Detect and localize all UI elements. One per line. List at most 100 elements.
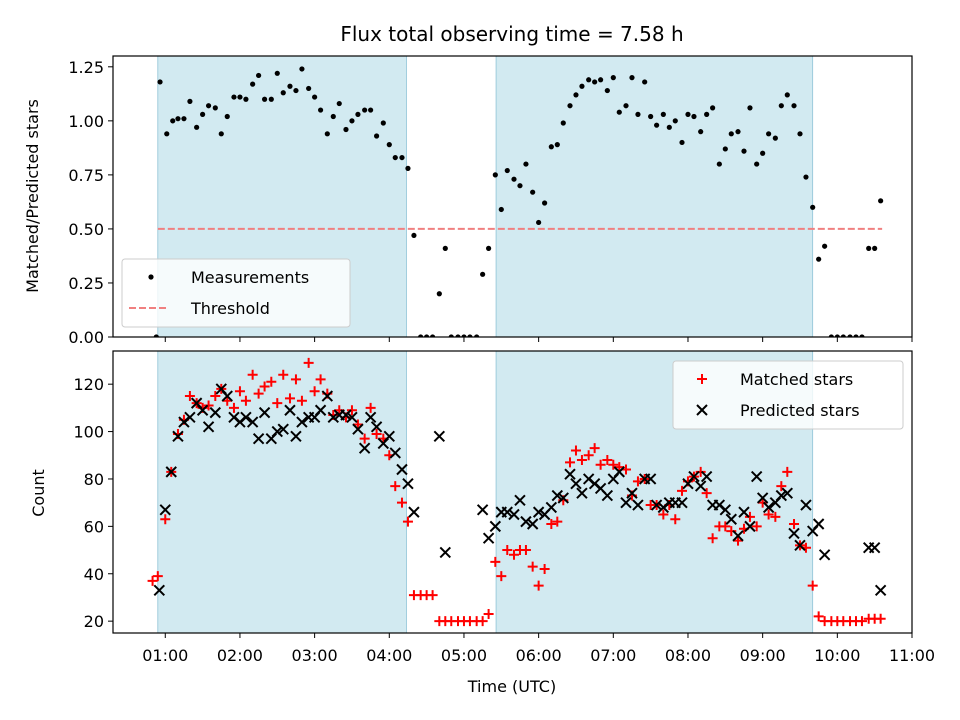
matched-stars-point (309, 386, 320, 397)
measurements-point (834, 334, 840, 337)
predicted-stars-point (694, 480, 707, 492)
predicted-stars-point (514, 494, 526, 507)
matched-stars-point (477, 616, 488, 627)
measurements-point (231, 94, 237, 100)
matched-stars-point (371, 428, 382, 439)
matched-stars-point (296, 395, 307, 406)
measurements-point (380, 120, 386, 126)
predicted-stars-point (750, 470, 763, 483)
measurements-point (642, 79, 648, 85)
measurements-point (181, 116, 187, 122)
matched-stars-point (670, 514, 681, 525)
measurements-point (648, 113, 654, 120)
measurements-point (498, 206, 504, 213)
matched-stars-point (751, 521, 762, 532)
predicted-stars-point (501, 506, 513, 518)
predicted-stars-point (818, 549, 831, 561)
matched-stars-point (396, 497, 407, 508)
predicted-stars-point (370, 421, 383, 433)
predicted-stars-point (284, 404, 296, 416)
matched-stars-point (776, 481, 787, 492)
legend-box (121, 258, 351, 328)
matched-stars-point (770, 511, 781, 522)
matched-stars-point (520, 545, 531, 556)
measurements-point (392, 154, 398, 161)
matched-stars-point (707, 533, 718, 544)
measurements-point (616, 109, 622, 115)
predicted-stars-point (159, 504, 171, 516)
predicted-stars-point (327, 411, 339, 424)
measurements-point (170, 118, 176, 124)
measurements-point (672, 118, 678, 124)
measurements-point (604, 87, 610, 94)
predicted-stars-point (725, 513, 737, 525)
measurements-point (866, 245, 872, 251)
matched-stars-point (744, 511, 755, 522)
predicted-stars-point (788, 527, 800, 540)
x-tick-label: 04:00 (366, 646, 412, 665)
matched-stars-point (552, 516, 563, 527)
measurements-point (530, 189, 536, 195)
top-panel: 0.00 0.25 0.50 0.75 1.00 1.25 Measurements Thre… (68, 55, 913, 347)
measurements-point (424, 334, 430, 337)
predicted-stars-point (408, 506, 420, 518)
predicted-stars-point (258, 406, 271, 419)
measurements-point (218, 131, 224, 137)
axes-frame (112, 350, 913, 634)
matched-stars-point (576, 455, 587, 466)
observing-window-2 (495, 55, 814, 338)
predicted-stars-point (296, 416, 308, 428)
measurements-point (548, 144, 554, 150)
matched-stars-point (240, 395, 251, 406)
measurements-point (430, 334, 436, 337)
predicted-stars-point (868, 541, 881, 554)
predicted-stars-point (402, 477, 414, 490)
x-tick-label: 01:00 (142, 646, 188, 665)
predicted-stars-point (196, 404, 209, 416)
matched-stars-point (589, 443, 600, 454)
measurements-point (293, 87, 299, 94)
predicted-stars-point (352, 423, 364, 435)
measurements-point (175, 116, 181, 122)
measurements-point (399, 154, 405, 161)
measurements-point (772, 135, 778, 141)
measurements-point (461, 334, 467, 337)
predicted-stars-point (874, 584, 887, 597)
measurements-point (803, 174, 809, 180)
measurements-point (816, 256, 822, 262)
matched-stars-point (533, 580, 544, 591)
matched-stars-point (390, 481, 401, 492)
legend-x-marker (696, 404, 708, 416)
measurements-point (442, 245, 448, 251)
measurements-point (741, 148, 747, 154)
measurements-point (560, 120, 566, 126)
predicted-stars-point (153, 584, 166, 597)
measurements-point (243, 96, 249, 102)
legend-label: Matched stars (740, 370, 853, 389)
measurements-point (312, 94, 318, 100)
measurements-point (610, 75, 616, 81)
x-axis-label: Time (UTC) (467, 677, 556, 696)
measurements-point (362, 107, 368, 113)
matched-stars-point (266, 376, 277, 387)
predicted-stars-point (744, 520, 756, 533)
matched-stars-point (290, 374, 301, 385)
x-tick-label: 05:00 (441, 646, 487, 665)
predicted-stars-point (383, 430, 395, 443)
predicted-stars-point (676, 496, 688, 509)
predicted-stars-point (738, 506, 750, 518)
predicted-stars-point (221, 390, 233, 402)
matched-stars-point (259, 381, 270, 392)
measurements-point (766, 131, 772, 137)
predicted-stars-point (545, 501, 558, 514)
predicted-stars-point (489, 520, 502, 533)
measurements-point (436, 291, 442, 297)
predicted-stars-point (389, 447, 401, 459)
predicted-stars-point (277, 423, 289, 435)
chart-title: Flux total observing time = 7.58 h (340, 22, 683, 46)
matched-stars-point (608, 459, 619, 470)
matched-stars-point (427, 590, 438, 601)
measurements-point (274, 70, 280, 76)
measurements-point (355, 111, 361, 117)
predicted-stars-point (476, 504, 489, 516)
